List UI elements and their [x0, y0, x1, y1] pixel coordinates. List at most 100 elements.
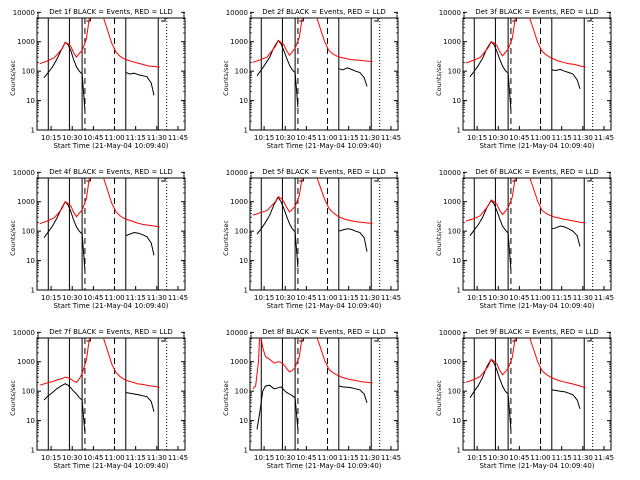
x-tick-label: 10:45 — [83, 454, 103, 462]
plot-frame — [36, 177, 186, 291]
interval-marker — [512, 18, 517, 22]
x-axis-label: Start Time (21-May-04 10:09:40) — [479, 302, 594, 310]
y-tick-label: 1 — [31, 287, 35, 295]
y-tick-label: 100 — [22, 228, 35, 236]
panel-title: Det 6f BLACK = Events, RED = LLD — [475, 168, 598, 176]
x-tick-label: 10:15 — [41, 294, 61, 302]
detector-panel-8: Det 8f BLACK = Events, RED = LLD 1 10 100 10… — [222, 328, 401, 470]
x-tick-label: 10:45 — [83, 134, 103, 142]
x-tick-label: 11:45 — [381, 134, 401, 142]
lld-series-line — [103, 18, 160, 68]
events-series-line — [338, 385, 368, 404]
y-tick-label: 100 — [235, 68, 248, 76]
y-axis-label: Counts/sec — [435, 60, 443, 96]
x-tick-label: 11:45 — [168, 454, 188, 462]
y-tick-label: 1 — [31, 127, 35, 135]
x-axis-label: Start Time (21-May-04 10:09:40) — [266, 142, 381, 150]
lld-series-line — [316, 178, 373, 224]
x-tick-label: 10:45 — [296, 454, 316, 462]
x-tick-label: 11:30 — [360, 134, 380, 142]
y-axis-label: Counts/sec — [9, 60, 17, 96]
lld-series-line — [252, 18, 303, 63]
detector-panel-2: Det 2f BLACK = Events, RED = LLD 1 10 100 10… — [222, 8, 401, 150]
interval-marker — [512, 338, 517, 342]
x-tick-label: 11:15 — [339, 134, 359, 142]
x-tick-label: 11:45 — [381, 294, 401, 302]
x-tick-label: 11:15 — [552, 134, 572, 142]
y-tick-label: 1000 — [443, 198, 461, 206]
interval-marker — [86, 18, 91, 22]
x-tick-label: 11:00 — [317, 134, 337, 142]
x-axis-label: Start Time (21-May-04 10:09:40) — [53, 302, 168, 310]
x-tick-label: 10:30 — [275, 134, 295, 142]
x-axis-label: Start Time (21-May-04 10:09:40) — [266, 462, 381, 470]
x-tick-label: 10:15 — [467, 294, 487, 302]
x-tick-label: 10:45 — [83, 294, 103, 302]
events-series-line — [256, 39, 299, 108]
y-tick-label: 1000 — [17, 358, 35, 366]
y-tick-label: 10 — [239, 257, 248, 265]
x-tick-label: 11:15 — [126, 294, 146, 302]
x-tick-label: 11:00 — [317, 294, 337, 302]
events-series-line — [125, 231, 155, 256]
events-series-line — [469, 199, 512, 270]
x-tick-label: 10:45 — [509, 454, 529, 462]
y-tick-label: 10 — [452, 257, 461, 265]
interval-marker — [299, 18, 304, 22]
y-tick-label: 10 — [239, 417, 248, 425]
y-tick-label: 10000 — [226, 9, 248, 17]
x-tick-label: 10:30 — [62, 454, 82, 462]
x-tick-label: 11:00 — [530, 454, 550, 462]
plot-frame — [462, 177, 612, 291]
x-axis-label: Start Time (21-May-04 10:09:40) — [479, 462, 594, 470]
plot-frame — [249, 17, 399, 131]
x-tick-label: 10:15 — [254, 134, 274, 142]
y-tick-label: 10 — [26, 417, 35, 425]
y-axis-label: Counts/sec — [9, 380, 17, 416]
detector-panel-6: Det 6f BLACK = Events, RED = LLD 1 10 100 10… — [435, 168, 614, 310]
plot-frame — [249, 337, 399, 451]
events-series-line — [43, 200, 86, 270]
y-tick-label: 10000 — [13, 169, 35, 177]
x-tick-label: 10:15 — [41, 454, 61, 462]
x-tick-label: 10:30 — [488, 134, 508, 142]
panel-title: Det 9f BLACK = Events, RED = LLD — [475, 328, 598, 336]
y-axis-label: Counts/sec — [222, 60, 230, 96]
x-tick-label: 11:30 — [573, 454, 593, 462]
y-tick-label: 10000 — [439, 169, 461, 177]
detector-panel-9: Det 9f BLACK = Events, RED = LLD 1 10 100 10… — [435, 328, 614, 470]
lld-series-line — [252, 338, 303, 390]
x-tick-label: 11:30 — [147, 134, 167, 142]
detector-panel-7: Det 7f BLACK = Events, RED = LLD 1 10 100 10… — [9, 328, 188, 470]
x-tick-label: 10:45 — [296, 294, 316, 302]
y-tick-label: 1 — [244, 287, 248, 295]
lld-series-line — [316, 338, 373, 384]
y-tick-label: 100 — [22, 68, 35, 76]
plot-frame — [36, 17, 186, 131]
y-tick-label: 100 — [448, 68, 461, 76]
y-axis-label: Counts/sec — [435, 380, 443, 416]
detector-panel-1: Det 1f BLACK = Events, RED = LLD 1 10 100 10… — [9, 8, 188, 150]
events-series-line — [125, 392, 155, 412]
panel-title: Det 8f BLACK = Events, RED = LLD — [262, 328, 385, 336]
x-tick-label: 10:15 — [254, 294, 274, 302]
plot-frame — [462, 337, 612, 451]
y-tick-label: 1 — [457, 447, 461, 455]
x-tick-label: 11:30 — [147, 454, 167, 462]
y-tick-label: 1000 — [443, 358, 461, 366]
y-tick-label: 1000 — [17, 38, 35, 46]
lld-series-line — [252, 178, 303, 216]
x-tick-label: 10:15 — [41, 134, 61, 142]
interval-marker — [161, 338, 166, 342]
plot-frame — [36, 337, 186, 451]
events-series-line — [125, 72, 155, 96]
x-tick-label: 11:30 — [147, 294, 167, 302]
x-tick-label: 11:00 — [317, 454, 337, 462]
x-tick-label: 11:30 — [360, 454, 380, 462]
interval-marker — [161, 18, 166, 22]
events-series-line — [338, 228, 368, 252]
interval-marker — [512, 178, 517, 182]
y-tick-label: 10 — [452, 417, 461, 425]
panel-title: Det 7f BLACK = Events, RED = LLD — [49, 328, 172, 336]
lld-series-line — [529, 18, 586, 68]
